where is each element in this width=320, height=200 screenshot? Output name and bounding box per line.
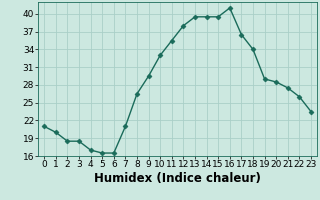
X-axis label: Humidex (Indice chaleur): Humidex (Indice chaleur) xyxy=(94,172,261,185)
